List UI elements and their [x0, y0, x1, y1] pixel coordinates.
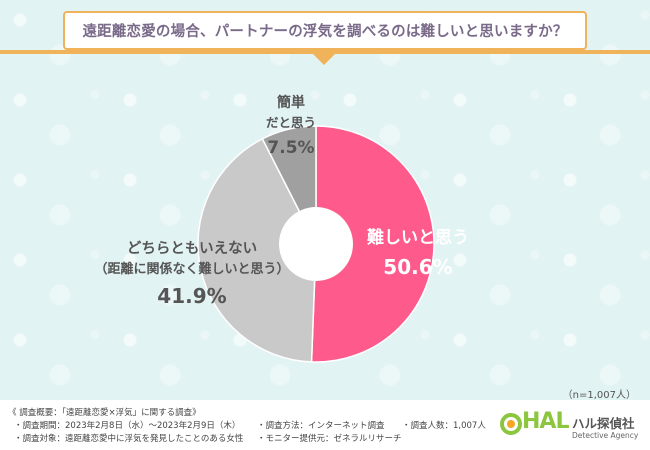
title-underline	[0, 50, 650, 54]
slice-sublabel: （距離に関係なく難しいと思う）	[94, 261, 289, 277]
slice-label: 難しいと思う	[367, 227, 469, 248]
slice-value-label: 50.6%	[383, 255, 452, 279]
pie-chart: 難しいと思う 50.6% どちらともいえない （距離に関係なく難しいと思う） 41.9%…	[94, 94, 469, 363]
survey-header: 《 調査概要：「遠距離恋愛×浮気」に関する調査》	[8, 408, 201, 418]
survey-count: ・調査人数：1,007人	[402, 421, 486, 431]
logo-mark-text: HAL	[522, 409, 569, 434]
logo: HAL ハル探偵社 Detective Agency	[500, 407, 645, 445]
logo-subtitle: Detective Agency	[572, 431, 639, 440]
title-box: 遠距離恋愛の場合、パートナーの浮気を調べるのは難しいと思いますか？	[63, 11, 587, 50]
logo-name: ハル探偵社	[572, 416, 635, 431]
chart-title: 遠距離恋愛の場合、パートナーの浮気を調べるのは難しいと思いますか？	[82, 24, 568, 40]
sample-size-note: （n=1,007人）	[562, 390, 636, 401]
footer: 《 調査概要：「遠距離恋愛×浮気」に関する調査》 ・調査期間：2023年2月8日…	[0, 400, 650, 450]
pie-slice	[310, 125, 435, 363]
logo-mark-icon	[500, 413, 522, 435]
pie-slice	[197, 137, 317, 363]
survey-provider: ・モニター提供元：ゼネラルリサーチ	[257, 434, 402, 444]
survey-method: ・調査方法：インターネット調査	[257, 421, 385, 431]
slice-label: 簡単	[277, 94, 305, 111]
slice-value-label: 41.9%	[157, 284, 226, 308]
slice-sublabel: だと思う	[266, 115, 316, 130]
pie-center-hole	[279, 207, 353, 281]
title-arrow-icon	[312, 53, 336, 65]
survey-period: ・調査期間：2023年2月8日（水）～2023年2月9日（木）	[14, 421, 241, 431]
survey-target: ・調査対象：遠距離恋愛中に浮気を発見したことのある女性	[14, 434, 244, 444]
slice-label: どちらともいえない	[127, 240, 257, 257]
slice-value-label: 7.5%	[267, 138, 314, 158]
